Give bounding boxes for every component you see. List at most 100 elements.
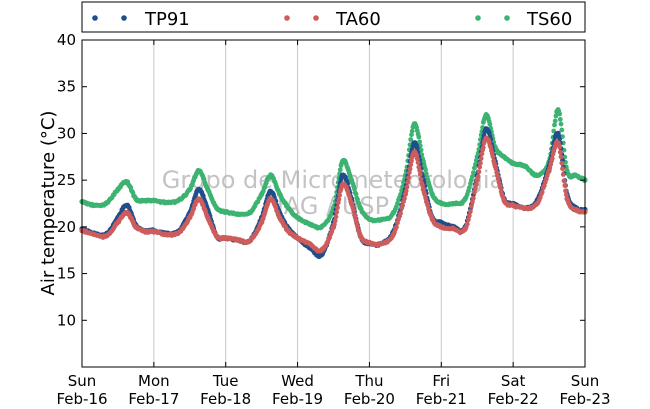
series-marker — [558, 154, 564, 160]
series-marker — [417, 171, 423, 177]
series-marker — [470, 199, 475, 205]
series-marker — [402, 196, 407, 201]
x-tick-label-date: Feb-21 — [416, 390, 467, 408]
legend-marker — [92, 15, 98, 21]
series-ta60 — [79, 135, 588, 254]
series-marker — [409, 128, 415, 134]
series-marker — [471, 195, 476, 201]
series-marker — [398, 210, 403, 216]
series-ts60 — [79, 107, 588, 231]
series-marker — [404, 184, 410, 190]
series-marker — [334, 209, 340, 215]
series-marker — [353, 191, 359, 197]
legend-marker — [475, 15, 481, 21]
series-layer — [79, 107, 588, 259]
series-marker — [472, 165, 477, 171]
series-marker — [475, 174, 481, 180]
legend-label: TA60 — [335, 9, 381, 30]
series-marker — [539, 189, 545, 195]
series-marker — [471, 170, 476, 176]
series-marker — [487, 121, 493, 127]
legend-entry-ts60: TS60 — [475, 9, 572, 30]
series-marker — [408, 162, 414, 168]
series-marker — [552, 122, 557, 128]
series-marker — [337, 192, 342, 198]
x-tick-label-day: Fri — [432, 372, 450, 390]
legend-label: TS60 — [526, 9, 572, 30]
series-marker — [406, 175, 411, 181]
y-tick-label: 10 — [57, 311, 76, 329]
series-marker — [414, 145, 420, 151]
series-marker — [552, 118, 558, 124]
series-marker — [469, 204, 474, 209]
series-marker — [407, 166, 413, 172]
series-marker — [355, 223, 360, 229]
series-marker — [405, 179, 411, 185]
series-marker — [466, 213, 472, 219]
series-marker — [473, 182, 479, 187]
series-marker — [557, 144, 562, 150]
x-tick-label-date: Feb-23 — [559, 390, 610, 408]
legend-marker — [504, 15, 510, 21]
y-tick-label: 40 — [57, 31, 76, 49]
x-tick-label-day: Sat — [501, 372, 526, 390]
series-marker — [332, 222, 337, 227]
series-marker — [476, 169, 482, 175]
x-tick-label-day: Wed — [281, 372, 314, 390]
series-marker — [464, 221, 470, 227]
legend-entry-tp91: TP91 — [92, 9, 190, 30]
series-marker — [559, 160, 565, 166]
x-tick-label-date: Feb-17 — [128, 390, 179, 408]
legend-marker — [313, 15, 319, 21]
series-marker — [472, 189, 477, 195]
series-marker — [416, 134, 422, 140]
series-marker — [490, 154, 496, 160]
y-tick-label: 20 — [57, 218, 76, 236]
x-axis: SunFeb-16MonFeb-17TueFeb-18WedFeb-19ThuF… — [56, 40, 611, 408]
series-marker — [563, 188, 568, 194]
series-marker — [414, 156, 420, 162]
legend-marker — [284, 15, 290, 21]
y-tick-label: 30 — [57, 124, 76, 142]
series-marker — [406, 170, 412, 176]
x-tick-label-day: Thu — [354, 372, 383, 390]
series-marker — [558, 121, 564, 127]
x-tick-label-day: Sun — [571, 372, 600, 390]
series-marker — [480, 145, 486, 150]
series-marker — [560, 172, 566, 177]
series-marker — [470, 174, 475, 180]
series-marker — [478, 156, 484, 161]
series-marker — [395, 200, 400, 206]
x-tick-label-day: Tue — [212, 372, 239, 390]
y-tick-label: 25 — [57, 171, 76, 189]
x-tick-label-day: Sun — [68, 372, 97, 390]
series-marker — [465, 217, 471, 223]
series-marker — [469, 177, 474, 183]
series-marker — [409, 158, 414, 164]
series-marker — [473, 186, 478, 191]
series-marker — [562, 183, 568, 188]
x-tick-label-date: Feb-19 — [272, 390, 323, 408]
series-marker — [400, 203, 405, 209]
series-marker — [417, 168, 422, 173]
series-marker — [498, 185, 503, 191]
series-marker — [336, 197, 342, 202]
series-marker — [549, 156, 555, 161]
series-marker — [477, 164, 483, 170]
series-marker — [394, 224, 399, 230]
y-tick-label: 15 — [57, 265, 76, 283]
y-axis: 10 15 20 25 30 35 40 — [57, 31, 585, 329]
series-marker — [560, 166, 565, 172]
legend-entry-ta60: TA60 — [284, 9, 381, 30]
series-marker — [479, 151, 485, 157]
x-tick-label-date: Feb-18 — [200, 390, 251, 408]
series-marker — [563, 192, 569, 198]
series-marker — [417, 139, 422, 145]
series-marker — [423, 195, 428, 201]
series-marker — [351, 208, 357, 214]
series-marker — [557, 149, 563, 155]
series-marker — [559, 127, 565, 133]
x-tick-label-date: Feb-16 — [56, 390, 107, 408]
legend-box — [81, 1, 586, 33]
